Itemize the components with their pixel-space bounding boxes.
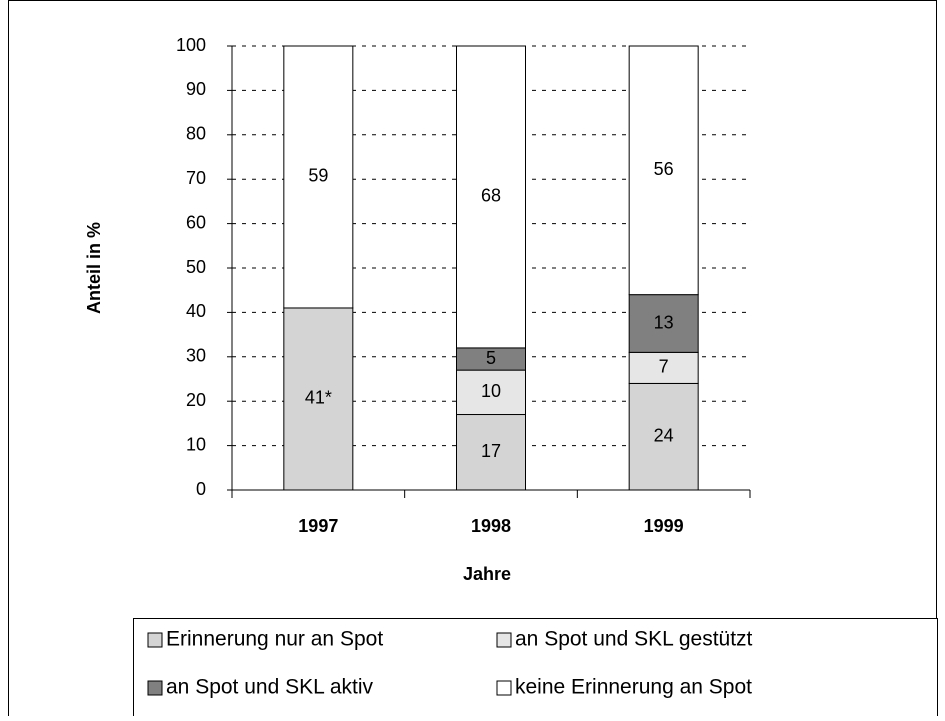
x-tick-label: 1998 — [471, 516, 511, 536]
legend-label: an Spot und SKL gestützt — [515, 628, 753, 651]
bar-segment — [456, 414, 526, 491]
bar-segment — [628, 351, 699, 384]
y-tick-label: 80 — [186, 124, 206, 144]
legend-swatch — [496, 680, 512, 696]
bar-segment — [628, 45, 699, 296]
y-tick-label: 60 — [186, 212, 206, 232]
value-label: 24 — [654, 425, 674, 445]
y-tick-label: 50 — [186, 257, 206, 277]
legend-label: keine Erinnerung an Spot — [515, 676, 752, 699]
legend-label: an Spot und SKL aktiv — [166, 676, 374, 699]
value-label: 10 — [481, 381, 501, 401]
bar-segment — [283, 307, 354, 491]
bar-segment — [628, 382, 699, 491]
value-label: 68 — [481, 186, 501, 206]
y-tick-label: 0 — [196, 479, 206, 499]
legend-label: Erinnerung nur an Spot — [166, 628, 383, 651]
y-tick-label: 40 — [186, 301, 206, 321]
value-label: 56 — [654, 159, 674, 179]
y-tick-label: 70 — [186, 168, 206, 188]
value-label: 13 — [654, 312, 674, 332]
x-tick-label: 1997 — [298, 516, 338, 536]
legend-swatch — [496, 632, 512, 648]
value-label: 59 — [308, 166, 328, 186]
y-tick-label: 10 — [186, 434, 206, 454]
value-label: 17 — [481, 441, 501, 461]
y-tick-label: 20 — [186, 390, 206, 410]
legend-swatch — [147, 680, 163, 696]
y-tick-label: 30 — [186, 346, 206, 366]
bar-segment — [628, 294, 699, 353]
value-label: 7 — [659, 357, 669, 377]
legend-box — [133, 618, 938, 721]
y-axis-label: Anteil in % — [84, 222, 104, 314]
y-tick-label: 90 — [186, 79, 206, 99]
x-axis-label: Jahre — [463, 564, 511, 584]
value-label: 41* — [305, 388, 332, 408]
value-label: 5 — [486, 348, 496, 368]
bar-segment — [456, 45, 526, 349]
legend-swatch — [147, 632, 163, 648]
y-tick-label: 100 — [176, 35, 206, 55]
bar-segment — [456, 369, 526, 416]
x-tick-label: 1999 — [644, 516, 684, 536]
bar-segment — [283, 45, 354, 309]
